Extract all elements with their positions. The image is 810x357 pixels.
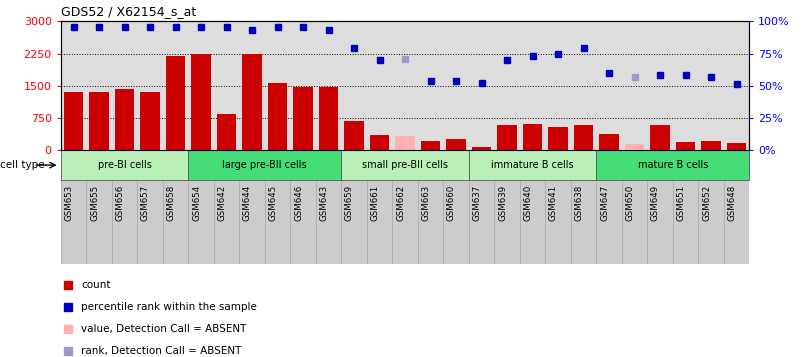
Text: GSM656: GSM656 xyxy=(116,185,125,221)
Bar xyxy=(61,150,188,180)
Text: GSM655: GSM655 xyxy=(90,185,99,221)
Bar xyxy=(625,144,644,150)
Text: rank, Detection Call = ABSENT: rank, Detection Call = ABSENT xyxy=(81,346,241,356)
Bar xyxy=(599,134,619,150)
Bar xyxy=(217,114,236,150)
Bar xyxy=(523,124,542,150)
Text: GSM649: GSM649 xyxy=(651,185,660,221)
Bar xyxy=(395,136,415,150)
Text: GSM643: GSM643 xyxy=(319,185,329,221)
Bar xyxy=(140,92,160,150)
Bar xyxy=(727,143,746,150)
Bar xyxy=(676,142,695,150)
Text: GSM661: GSM661 xyxy=(370,185,380,221)
Text: GSM641: GSM641 xyxy=(549,185,558,221)
Bar xyxy=(293,87,313,150)
Bar xyxy=(472,147,491,150)
Text: GSM650: GSM650 xyxy=(625,185,634,221)
Bar xyxy=(469,150,596,180)
Bar xyxy=(370,135,389,150)
Bar xyxy=(115,89,134,150)
Text: GSM658: GSM658 xyxy=(167,185,176,221)
Bar xyxy=(650,125,670,150)
Bar xyxy=(166,56,185,150)
Text: GSM646: GSM646 xyxy=(294,185,303,221)
Bar xyxy=(268,83,287,150)
Text: value, Detection Call = ABSENT: value, Detection Call = ABSENT xyxy=(81,324,247,334)
Text: GSM639: GSM639 xyxy=(498,185,507,221)
Bar xyxy=(89,92,109,150)
Text: GSM645: GSM645 xyxy=(268,185,278,221)
Text: cell type: cell type xyxy=(0,160,45,170)
Text: GSM637: GSM637 xyxy=(472,185,481,221)
Text: percentile rank within the sample: percentile rank within the sample xyxy=(81,302,258,312)
Text: GSM659: GSM659 xyxy=(345,185,354,221)
Text: GSM657: GSM657 xyxy=(141,185,150,221)
Bar xyxy=(64,92,83,150)
Text: GSM653: GSM653 xyxy=(65,185,74,221)
Text: GSM652: GSM652 xyxy=(702,185,711,221)
Text: GSM644: GSM644 xyxy=(243,185,252,221)
Text: small pre-BII cells: small pre-BII cells xyxy=(362,160,448,170)
Text: GSM663: GSM663 xyxy=(421,185,430,221)
Text: mature B cells: mature B cells xyxy=(637,160,708,170)
Text: GSM642: GSM642 xyxy=(218,185,227,221)
Text: large pre-BII cells: large pre-BII cells xyxy=(223,160,307,170)
Bar xyxy=(344,121,364,150)
Text: pre-BI cells: pre-BI cells xyxy=(97,160,151,170)
Bar xyxy=(497,125,517,150)
Text: GSM648: GSM648 xyxy=(727,185,736,221)
Bar xyxy=(341,150,469,180)
Text: GSM651: GSM651 xyxy=(676,185,685,221)
Bar xyxy=(421,141,440,150)
Text: immature B cells: immature B cells xyxy=(491,160,573,170)
Text: GSM640: GSM640 xyxy=(523,185,532,221)
Bar xyxy=(548,127,568,150)
Bar xyxy=(319,87,338,150)
Text: count: count xyxy=(81,280,111,290)
Bar xyxy=(701,141,721,150)
Bar xyxy=(191,54,211,150)
Bar xyxy=(242,54,262,150)
Bar xyxy=(188,150,341,180)
Text: GSM638: GSM638 xyxy=(574,185,583,221)
Bar xyxy=(574,125,593,150)
Text: GDS52 / X62154_s_at: GDS52 / X62154_s_at xyxy=(61,5,196,18)
Bar xyxy=(446,139,466,150)
Text: GSM660: GSM660 xyxy=(447,185,456,221)
Text: GSM654: GSM654 xyxy=(192,185,201,221)
Bar xyxy=(596,150,749,180)
Text: GSM647: GSM647 xyxy=(600,185,609,221)
Text: GSM662: GSM662 xyxy=(396,185,405,221)
